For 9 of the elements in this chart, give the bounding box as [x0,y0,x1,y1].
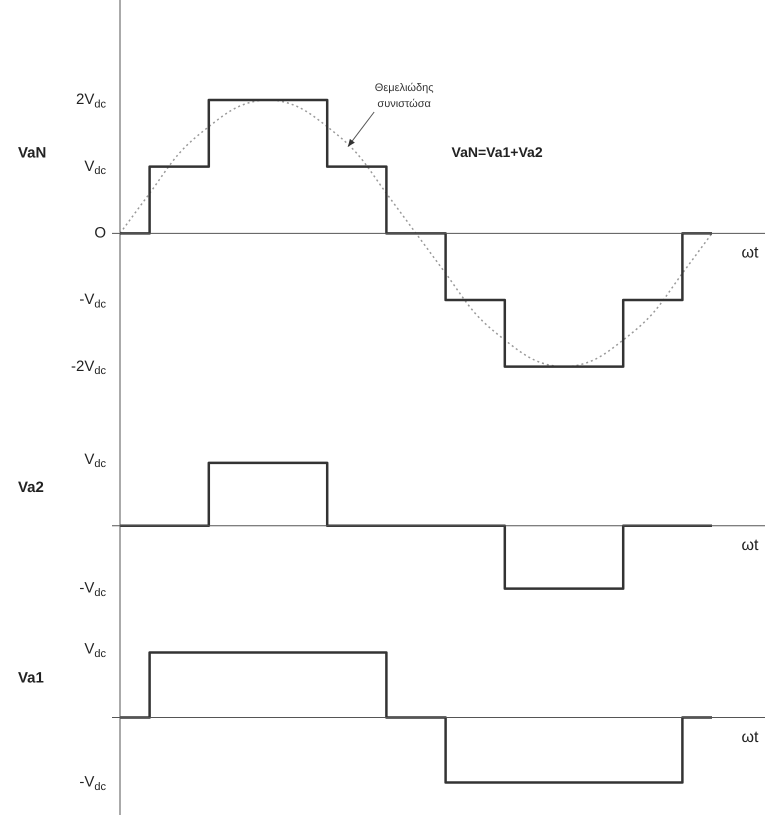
annotation: VaN=Va1+Va2 [452,144,543,160]
x-axis-title: ωt [742,244,760,262]
x-axis-title: ωt [742,537,760,554]
y-axis-title: VaN [18,144,46,162]
annotation: Θεμελιώδης συνιστώσα [374,82,434,110]
y-axis-title: Va1 [18,670,44,687]
y-axis-title: Va2 [18,479,44,496]
y-tick-label: O [94,224,106,242]
x-axis-title: ωt [742,728,760,746]
